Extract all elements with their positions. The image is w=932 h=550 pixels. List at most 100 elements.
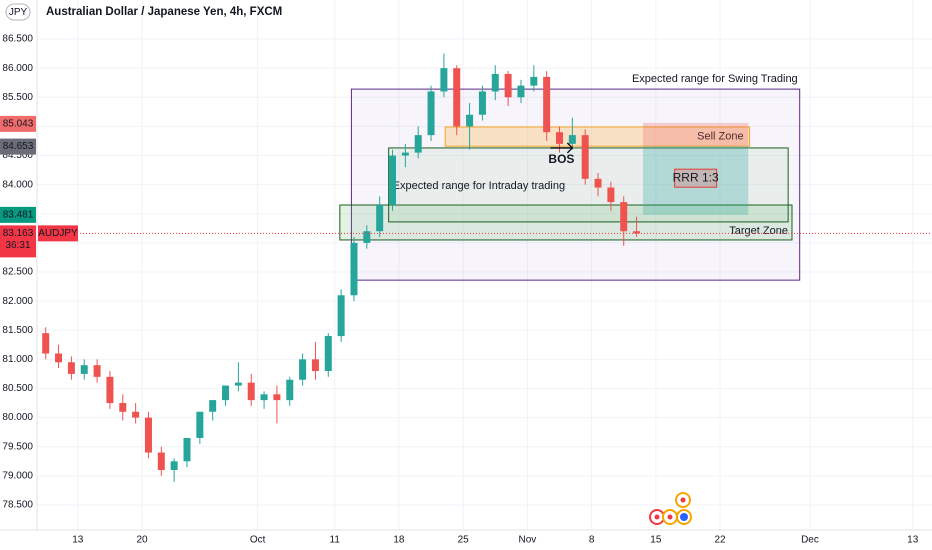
candle-body [119,403,127,412]
candle-body [42,333,50,354]
rrr-box [674,168,718,188]
y-tick-label: 84.500 [2,150,33,161]
price-label-box [0,225,36,258]
candle-body [517,85,525,98]
bos-arrow [566,142,574,154]
x-tick-label: Oct [250,535,266,546]
candle-body [93,365,101,377]
candle-body [80,365,88,374]
candle-body [222,385,230,401]
x-tick-label: 22 [714,535,726,546]
candle-body [183,437,191,462]
price-label-box [0,206,36,223]
y-tick-label: 86.500 [2,34,33,45]
zone [444,126,751,147]
zone-label: Expected range for Swing Trading [632,73,798,85]
candle-body [491,73,499,92]
zone [350,88,801,281]
x-tick-label: 25 [458,535,470,546]
y-tick-label: 82.500 [2,267,33,278]
x-tick-label: 20 [136,535,148,546]
candle-body [453,68,461,127]
price-label: 83.481 [3,209,34,220]
candle-body [401,152,409,156]
price-label-box [0,115,36,132]
currency: JPY [9,7,28,18]
y-tick-label: 81.500 [2,325,33,336]
countdown: 36:31 [5,240,30,251]
candle-body [55,353,63,363]
y-tick-label: 82.000 [2,296,33,307]
zone [339,204,793,241]
y-tick-label: 79.500 [2,441,33,452]
candle-body [209,400,217,412]
candle-body [594,178,602,188]
candle-body [337,295,345,337]
candle-body [106,376,114,404]
y-tick-label: 79.000 [2,470,33,481]
candle-body [196,411,204,438]
candle-body [67,362,75,374]
symbol-box [38,225,78,242]
candle-body [440,68,448,92]
candle-body [427,91,435,136]
y-tick-label: 80.000 [2,412,33,423]
candle-body [350,242,358,296]
zone-label: Target Zone [729,225,788,237]
zone-label: RRR 1:3 [673,170,719,184]
zone [642,146,749,215]
candle-body [260,394,268,401]
candle-body [132,411,140,418]
x-tick-label: 13 [72,535,84,546]
zone-label: Expected range for Intraday trading [393,180,565,192]
y-tick-label: 80.500 [2,383,33,394]
candle-body [363,231,371,243]
y-tick-label: 78.500 [2,500,33,511]
candle-body [414,135,422,153]
price-label-box [0,138,36,155]
currency-badge[interactable] [5,3,31,21]
candle-body [157,452,165,471]
candle-body [234,382,242,386]
x-tick-label: 11 [330,535,341,546]
zone-label: Sell Zone [697,130,743,142]
price-label: 83.163 [3,228,34,239]
chart-title: Australian Dollar / Japanese Yen, 4h, FX… [46,6,282,18]
candle-body [478,91,486,115]
y-tick-label: 86.000 [2,63,33,74]
candle-body [543,76,551,133]
x-tick-label: 8 [589,535,595,546]
candle-body [568,135,576,144]
candle-body [466,114,474,127]
price-label: 85.043 [3,119,34,130]
x-tick-label: Dec [801,535,819,546]
candle-body [581,135,589,179]
bos-label: BOS [548,152,574,166]
x-tick-label: 15 [650,535,662,546]
candle-body [273,394,281,401]
candle-body [530,76,538,86]
candle-body [144,417,152,453]
zone [642,122,749,147]
candle-body [633,231,641,234]
symbol-label: AUDJPY [38,228,78,239]
candle-body [170,461,178,471]
candle-body [556,132,563,144]
x-tick-label: 18 [393,535,405,546]
y-tick-label: 85.500 [2,92,33,103]
candle-body [286,379,294,401]
candle-body [389,155,397,206]
candle-body [324,336,332,371]
candle-body [247,382,255,401]
y-tick-label: 81.000 [2,354,33,365]
candle-body [607,187,615,203]
price-label: 84.653 [3,141,34,152]
y-tick-label: 84.000 [2,179,33,190]
x-tick-label: Nov [518,535,536,546]
candle-body [620,202,628,232]
indicator-icons[interactable] [649,492,692,525]
candle-body [311,359,319,371]
x-tick-label: 13 [907,535,919,546]
